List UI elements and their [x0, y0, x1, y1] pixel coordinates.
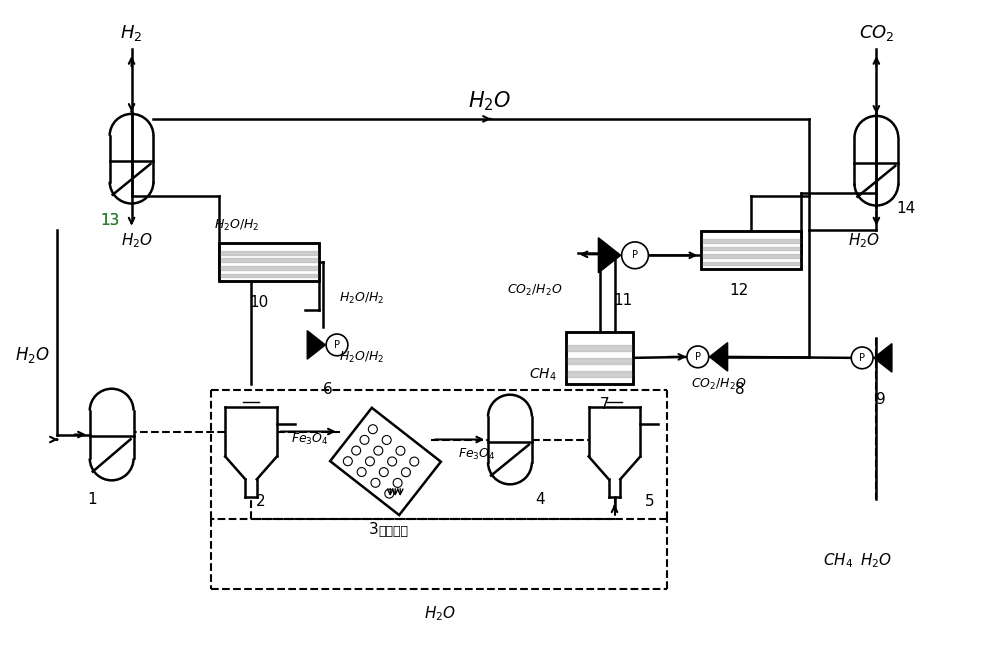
Text: 3: 3: [369, 522, 378, 537]
Circle shape: [360, 436, 369, 445]
Bar: [330, 408, 441, 515]
Circle shape: [851, 347, 873, 369]
Text: $CH_4$: $CH_4$: [529, 366, 557, 383]
Text: $H_2O/H_2$: $H_2O/H_2$: [339, 291, 384, 306]
Text: 5: 5: [645, 494, 654, 509]
Circle shape: [410, 457, 419, 466]
Circle shape: [393, 479, 402, 488]
Text: 太阳光能: 太阳光能: [378, 525, 408, 538]
Text: P: P: [334, 340, 340, 350]
Text: 6: 6: [323, 382, 333, 397]
Text: $CO_2/H_2O$: $CO_2/H_2O$: [691, 378, 747, 393]
Text: P: P: [695, 352, 701, 362]
Circle shape: [357, 467, 366, 477]
Text: $Fe_3O_4$: $Fe_3O_4$: [458, 447, 496, 462]
Circle shape: [382, 436, 391, 445]
Text: 11: 11: [613, 293, 632, 308]
Text: $H_2O$: $H_2O$: [15, 345, 49, 365]
Text: 9: 9: [876, 393, 886, 408]
Text: 2: 2: [256, 494, 266, 509]
Text: 14: 14: [897, 201, 916, 216]
Text: $H_2O$: $H_2O$: [860, 552, 892, 570]
Text: 13: 13: [100, 213, 119, 228]
Text: $H_2O/H_2$: $H_2O/H_2$: [339, 350, 384, 365]
Text: 8: 8: [735, 382, 745, 397]
Circle shape: [326, 334, 348, 356]
Circle shape: [396, 447, 405, 455]
Bar: [566, 332, 633, 384]
Circle shape: [379, 467, 388, 477]
Text: P: P: [632, 250, 638, 260]
Text: $CO_2/H_2O$: $CO_2/H_2O$: [507, 282, 563, 298]
Text: 7: 7: [600, 397, 609, 412]
Text: 12: 12: [729, 283, 749, 298]
Circle shape: [388, 457, 397, 466]
Text: $CO_2$: $CO_2$: [859, 23, 894, 43]
Polygon shape: [307, 331, 325, 359]
Bar: [701, 231, 801, 269]
Text: $Fe_3O_4$: $Fe_3O_4$: [291, 432, 329, 447]
Bar: [701, 231, 801, 269]
Polygon shape: [874, 344, 892, 372]
Circle shape: [401, 467, 410, 477]
Circle shape: [352, 446, 361, 455]
Polygon shape: [710, 343, 728, 371]
Circle shape: [622, 242, 648, 269]
Bar: [219, 243, 319, 281]
Text: 4: 4: [535, 492, 545, 507]
Text: $CH_4$: $CH_4$: [823, 552, 854, 570]
Circle shape: [371, 479, 380, 487]
Text: 10: 10: [249, 295, 269, 310]
Circle shape: [374, 446, 383, 455]
Polygon shape: [598, 238, 621, 273]
Text: $H_2O/H_2$: $H_2O/H_2$: [214, 218, 260, 233]
Circle shape: [385, 489, 394, 498]
Circle shape: [366, 457, 374, 466]
Text: P: P: [859, 353, 865, 363]
Text: $H_2O$: $H_2O$: [121, 231, 153, 250]
Bar: [219, 243, 319, 281]
Text: 13: 13: [100, 213, 119, 228]
Text: $H_2O$: $H_2O$: [848, 231, 880, 250]
Circle shape: [687, 346, 709, 368]
Circle shape: [343, 457, 352, 466]
Circle shape: [368, 424, 377, 434]
Text: $H_2O$: $H_2O$: [424, 604, 456, 623]
Text: $H_2O$: $H_2O$: [468, 89, 512, 113]
Bar: [566, 332, 633, 384]
Text: $H_2$: $H_2$: [120, 23, 143, 43]
Text: 1: 1: [87, 492, 97, 507]
